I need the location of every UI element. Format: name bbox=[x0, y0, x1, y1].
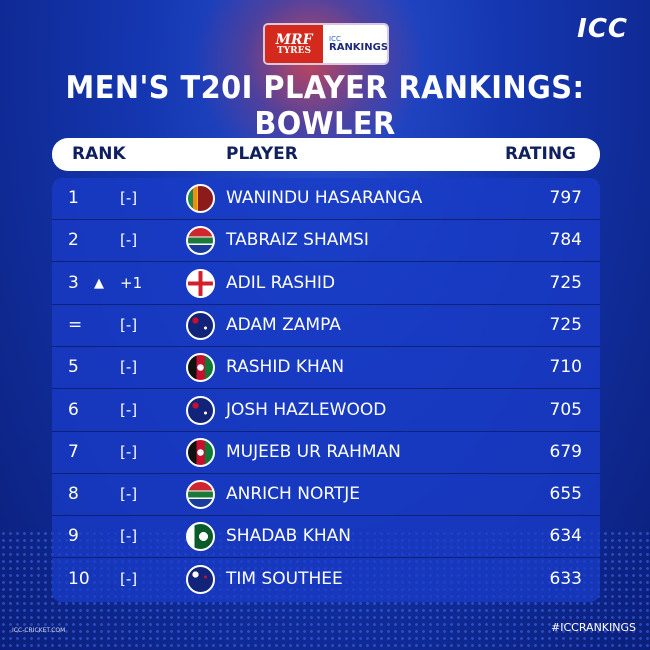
new-zealand-flag-icon bbox=[186, 564, 215, 594]
rank-value: 7 bbox=[68, 441, 79, 462]
mrf-icc-rankings-logo: MRF TYRES ICC RANKINGS bbox=[263, 23, 389, 65]
header-player: PLAYER bbox=[226, 144, 298, 164]
table-row: 6 [-] JOSH HAZLEWOOD 705 bbox=[52, 390, 600, 432]
player-name: RASHID KHAN bbox=[226, 357, 345, 378]
icc-logo: ICC bbox=[577, 14, 628, 44]
table-row: 7 [-] MUJEEB UR RAHMAN 679 bbox=[52, 432, 600, 474]
rankings-text: RANKINGS bbox=[329, 41, 389, 53]
australia-flag-icon bbox=[186, 310, 215, 340]
rank-change: [-] bbox=[120, 189, 138, 207]
table-row: 10 [-] TIM SOUTHEE 633 bbox=[52, 559, 600, 601]
rating-value: 705 bbox=[549, 399, 582, 420]
rating-value: 725 bbox=[549, 272, 582, 293]
rank-value: 3 bbox=[68, 272, 79, 293]
rank-value: 2 bbox=[68, 230, 79, 251]
player-name: TIM SOUTHEE bbox=[226, 568, 343, 589]
header-rating: RATING bbox=[504, 144, 576, 164]
rating-value: 784 bbox=[549, 230, 582, 251]
table-header: RANK PLAYER RATING bbox=[52, 138, 600, 171]
south-africa-flag-icon bbox=[186, 226, 215, 256]
player-name: MUJEEB UR RAHMAN bbox=[226, 441, 401, 462]
rank-change: [-] bbox=[120, 442, 138, 461]
rank-change: [-] bbox=[120, 569, 138, 588]
player-name: SHADAB KHAN bbox=[226, 526, 351, 547]
player-name: TABRAIZ SHAMSI bbox=[226, 230, 369, 251]
rank-value: 9 bbox=[68, 526, 79, 547]
table-row: 8 [-] ANRICH NORTJE 655 bbox=[52, 474, 600, 517]
australia-flag-icon bbox=[186, 395, 215, 425]
table-row: 3 ▲ +1 ADIL RASHID 725 bbox=[52, 263, 600, 305]
rank-change: [-] bbox=[120, 400, 138, 419]
rank-change: [-] bbox=[120, 358, 138, 377]
rankings-table: 1 [-] WANINDU HASARANGA 797 2 [-] TABRAIZ… bbox=[52, 178, 600, 602]
player-name: WANINDU HASARANGA bbox=[226, 188, 423, 208]
tyres-text: TYRES bbox=[277, 45, 311, 56]
table-row: 5 [-] RASHID KHAN 710 bbox=[52, 347, 600, 390]
rank-value: 1 bbox=[68, 188, 79, 208]
player-name: JOSH HAZLEWOOD bbox=[226, 399, 387, 420]
rank-change: [-] bbox=[120, 231, 138, 250]
player-name: ADAM ZAMPA bbox=[226, 314, 341, 335]
header-rank: RANK bbox=[72, 144, 126, 164]
footer-hashtag: #ICCRANKINGS bbox=[551, 621, 636, 634]
rating-value: 797 bbox=[549, 188, 582, 208]
table-row: 9 [-] SHADAB KHAN 634 bbox=[52, 516, 600, 559]
rating-value: 725 bbox=[549, 314, 582, 335]
rating-value: 634 bbox=[549, 526, 582, 547]
table-row: 2 [-] TABRAIZ SHAMSI 784 bbox=[52, 220, 600, 263]
player-name: ADIL RASHID bbox=[226, 272, 336, 293]
footer-site: ICC-CRICKET.COM bbox=[12, 627, 66, 634]
rating-value: 633 bbox=[549, 568, 582, 589]
south-africa-flag-icon bbox=[186, 480, 215, 510]
table-row: = [-] ADAM ZAMPA 725 bbox=[52, 305, 600, 347]
rating-value: 679 bbox=[549, 441, 582, 462]
rating-value: 710 bbox=[549, 357, 582, 378]
icc-small-text: ICC bbox=[329, 34, 341, 43]
england-flag-icon bbox=[186, 268, 215, 298]
mrf-text: MRF bbox=[275, 31, 313, 48]
rank-change: [-] bbox=[120, 485, 138, 504]
rank-value: 6 bbox=[68, 399, 79, 420]
table-row: 1 [-] WANINDU HASARANGA 797 bbox=[52, 178, 600, 220]
pakistan-flag-icon bbox=[186, 522, 215, 552]
afghanistan-flag-icon bbox=[186, 437, 215, 467]
rank-value: = bbox=[68, 314, 83, 335]
rank-change: +1 bbox=[120, 273, 143, 292]
player-name: ANRICH NORTJE bbox=[226, 484, 361, 505]
sri-lanka-flag-icon bbox=[186, 184, 215, 213]
page-title: MEN'S T20I PLAYER RANKINGS: BOWLER bbox=[65, 70, 585, 142]
rank-value: 5 bbox=[68, 357, 79, 378]
rating-value: 655 bbox=[549, 484, 582, 505]
rank-value: 10 bbox=[68, 568, 90, 589]
rank-value: 8 bbox=[68, 484, 79, 505]
rank-change: [-] bbox=[120, 315, 138, 334]
rank-change: [-] bbox=[120, 527, 138, 546]
rank-up-arrow-icon: ▲ bbox=[94, 275, 104, 291]
afghanistan-flag-icon bbox=[186, 353, 215, 383]
